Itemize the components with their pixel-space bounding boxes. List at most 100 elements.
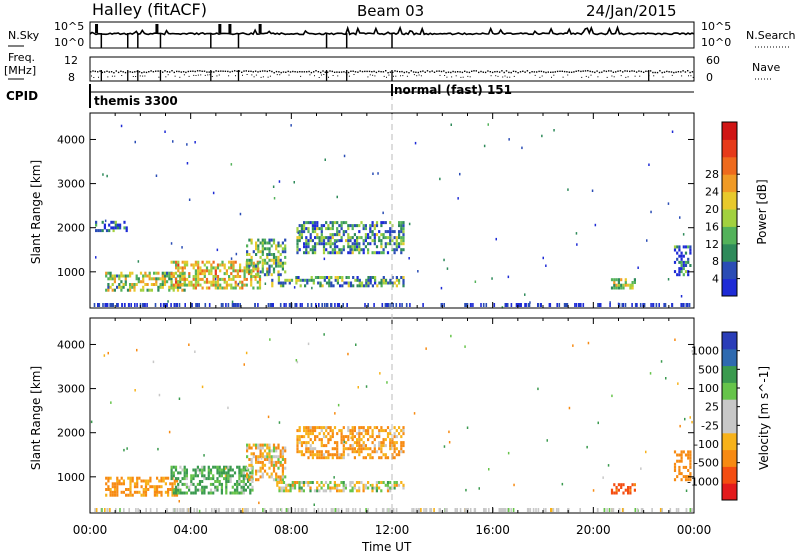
- echo-cell: [400, 444, 403, 448]
- echo-cell: [469, 508, 472, 512]
- echo-cell: [216, 286, 220, 290]
- echo-cell: [305, 450, 308, 454]
- echo-cell: [377, 172, 379, 175]
- echo-cell: [331, 221, 334, 225]
- echo-cell: [185, 471, 188, 475]
- freq-point: [110, 71, 113, 73]
- echo-cell: [209, 488, 213, 492]
- echo-cell: [598, 303, 601, 307]
- nave-point: [288, 74, 290, 76]
- echo-cell: [567, 188, 569, 191]
- echo-cell: [367, 276, 370, 279]
- echo-cell: [382, 221, 385, 225]
- echo-cell: [194, 468, 197, 472]
- freq-point: [447, 71, 450, 73]
- freq-point: [324, 71, 326, 73]
- echo-cell: [382, 233, 385, 237]
- echo-cell: [465, 488, 467, 492]
- echo-cell: [126, 288, 130, 292]
- echo-cell: [364, 224, 367, 228]
- echo-cell: [118, 277, 121, 281]
- echo-cell: [139, 271, 143, 275]
- echo-cell: [400, 230, 403, 234]
- echo-cell: [682, 303, 684, 307]
- echo-cell: [373, 239, 376, 243]
- freq-point: [663, 71, 666, 73]
- echo-cell: [183, 274, 186, 278]
- echo-cell: [678, 472, 681, 476]
- echo-cell: [527, 303, 530, 307]
- echo-cell: [220, 485, 223, 489]
- echo-cell: [298, 429, 301, 433]
- echo-cell: [255, 469, 258, 473]
- echo-cell: [373, 444, 376, 448]
- echo-cell: [310, 276, 313, 279]
- echo-cell: [367, 447, 370, 451]
- echo-cell: [268, 273, 270, 276]
- nsky-spike: [258, 24, 262, 33]
- echo-cell: [230, 260, 233, 264]
- nsearch-tick-high: 10^5: [701, 20, 732, 33]
- echo-cell: [257, 267, 260, 271]
- echo-cell: [564, 303, 567, 307]
- echo-cell: [487, 123, 489, 126]
- echo-cell: [360, 481, 363, 484]
- echo-cell: [181, 272, 184, 276]
- echo-cell: [198, 488, 202, 492]
- echo-cell: [320, 242, 323, 246]
- echo-cell: [402, 227, 405, 231]
- echo-cell: [676, 453, 679, 457]
- nave-point: [332, 75, 334, 76]
- echo-cell: [349, 483, 352, 487]
- echo-cell: [201, 277, 204, 281]
- echo-cell: [281, 455, 284, 459]
- echo-cell: [136, 303, 138, 307]
- nave-point: [553, 74, 555, 76]
- echo-cell: [166, 274, 169, 278]
- echo-cell: [358, 481, 361, 484]
- nave-point: [420, 75, 422, 77]
- echo-cell: [280, 508, 283, 512]
- echo-cell: [369, 281, 372, 285]
- echo-cell: [333, 251, 337, 255]
- echo-cell: [687, 260, 690, 264]
- echo-cell: [307, 239, 310, 243]
- echo-cell: [250, 238, 253, 242]
- echo-cell: [109, 508, 111, 512]
- freq-point: [150, 70, 152, 72]
- echo-cell: [194, 471, 197, 475]
- echo-cell: [255, 443, 258, 447]
- echo-cell: [123, 220, 126, 224]
- echo-cell: [318, 426, 321, 430]
- echo-cell: [336, 278, 339, 282]
- echo-cell: [597, 421, 599, 425]
- echo-cell: [153, 488, 156, 491]
- freq-point: [94, 70, 96, 73]
- echo-cell: [246, 250, 249, 254]
- echo-cell: [279, 460, 282, 464]
- echo-cell: [633, 281, 636, 284]
- echo-cell: [179, 272, 182, 276]
- echo-cell: [676, 273, 679, 277]
- echo-cell: [263, 469, 267, 473]
- nave-point: [179, 76, 181, 78]
- echo-cell: [314, 251, 317, 255]
- freq-point: [131, 71, 134, 73]
- echo-cell: [185, 485, 188, 489]
- echo-cell: [358, 432, 361, 436]
- echo-cell: [634, 508, 637, 512]
- echo-cell: [236, 482, 239, 486]
- echo-cell: [248, 264, 251, 268]
- echo-cell: [373, 242, 376, 246]
- echo-cell: [268, 466, 271, 470]
- echo-cell: [675, 508, 678, 512]
- echo-cell: [303, 426, 306, 430]
- echo-cell: [107, 277, 110, 281]
- echo-cell: [307, 426, 310, 430]
- echo-cell: [120, 476, 123, 480]
- freq-point: [236, 70, 238, 72]
- echo-cell: [263, 241, 267, 245]
- freq-point: [668, 71, 670, 73]
- echo-cell: [124, 280, 127, 284]
- echo-cell: [351, 242, 354, 246]
